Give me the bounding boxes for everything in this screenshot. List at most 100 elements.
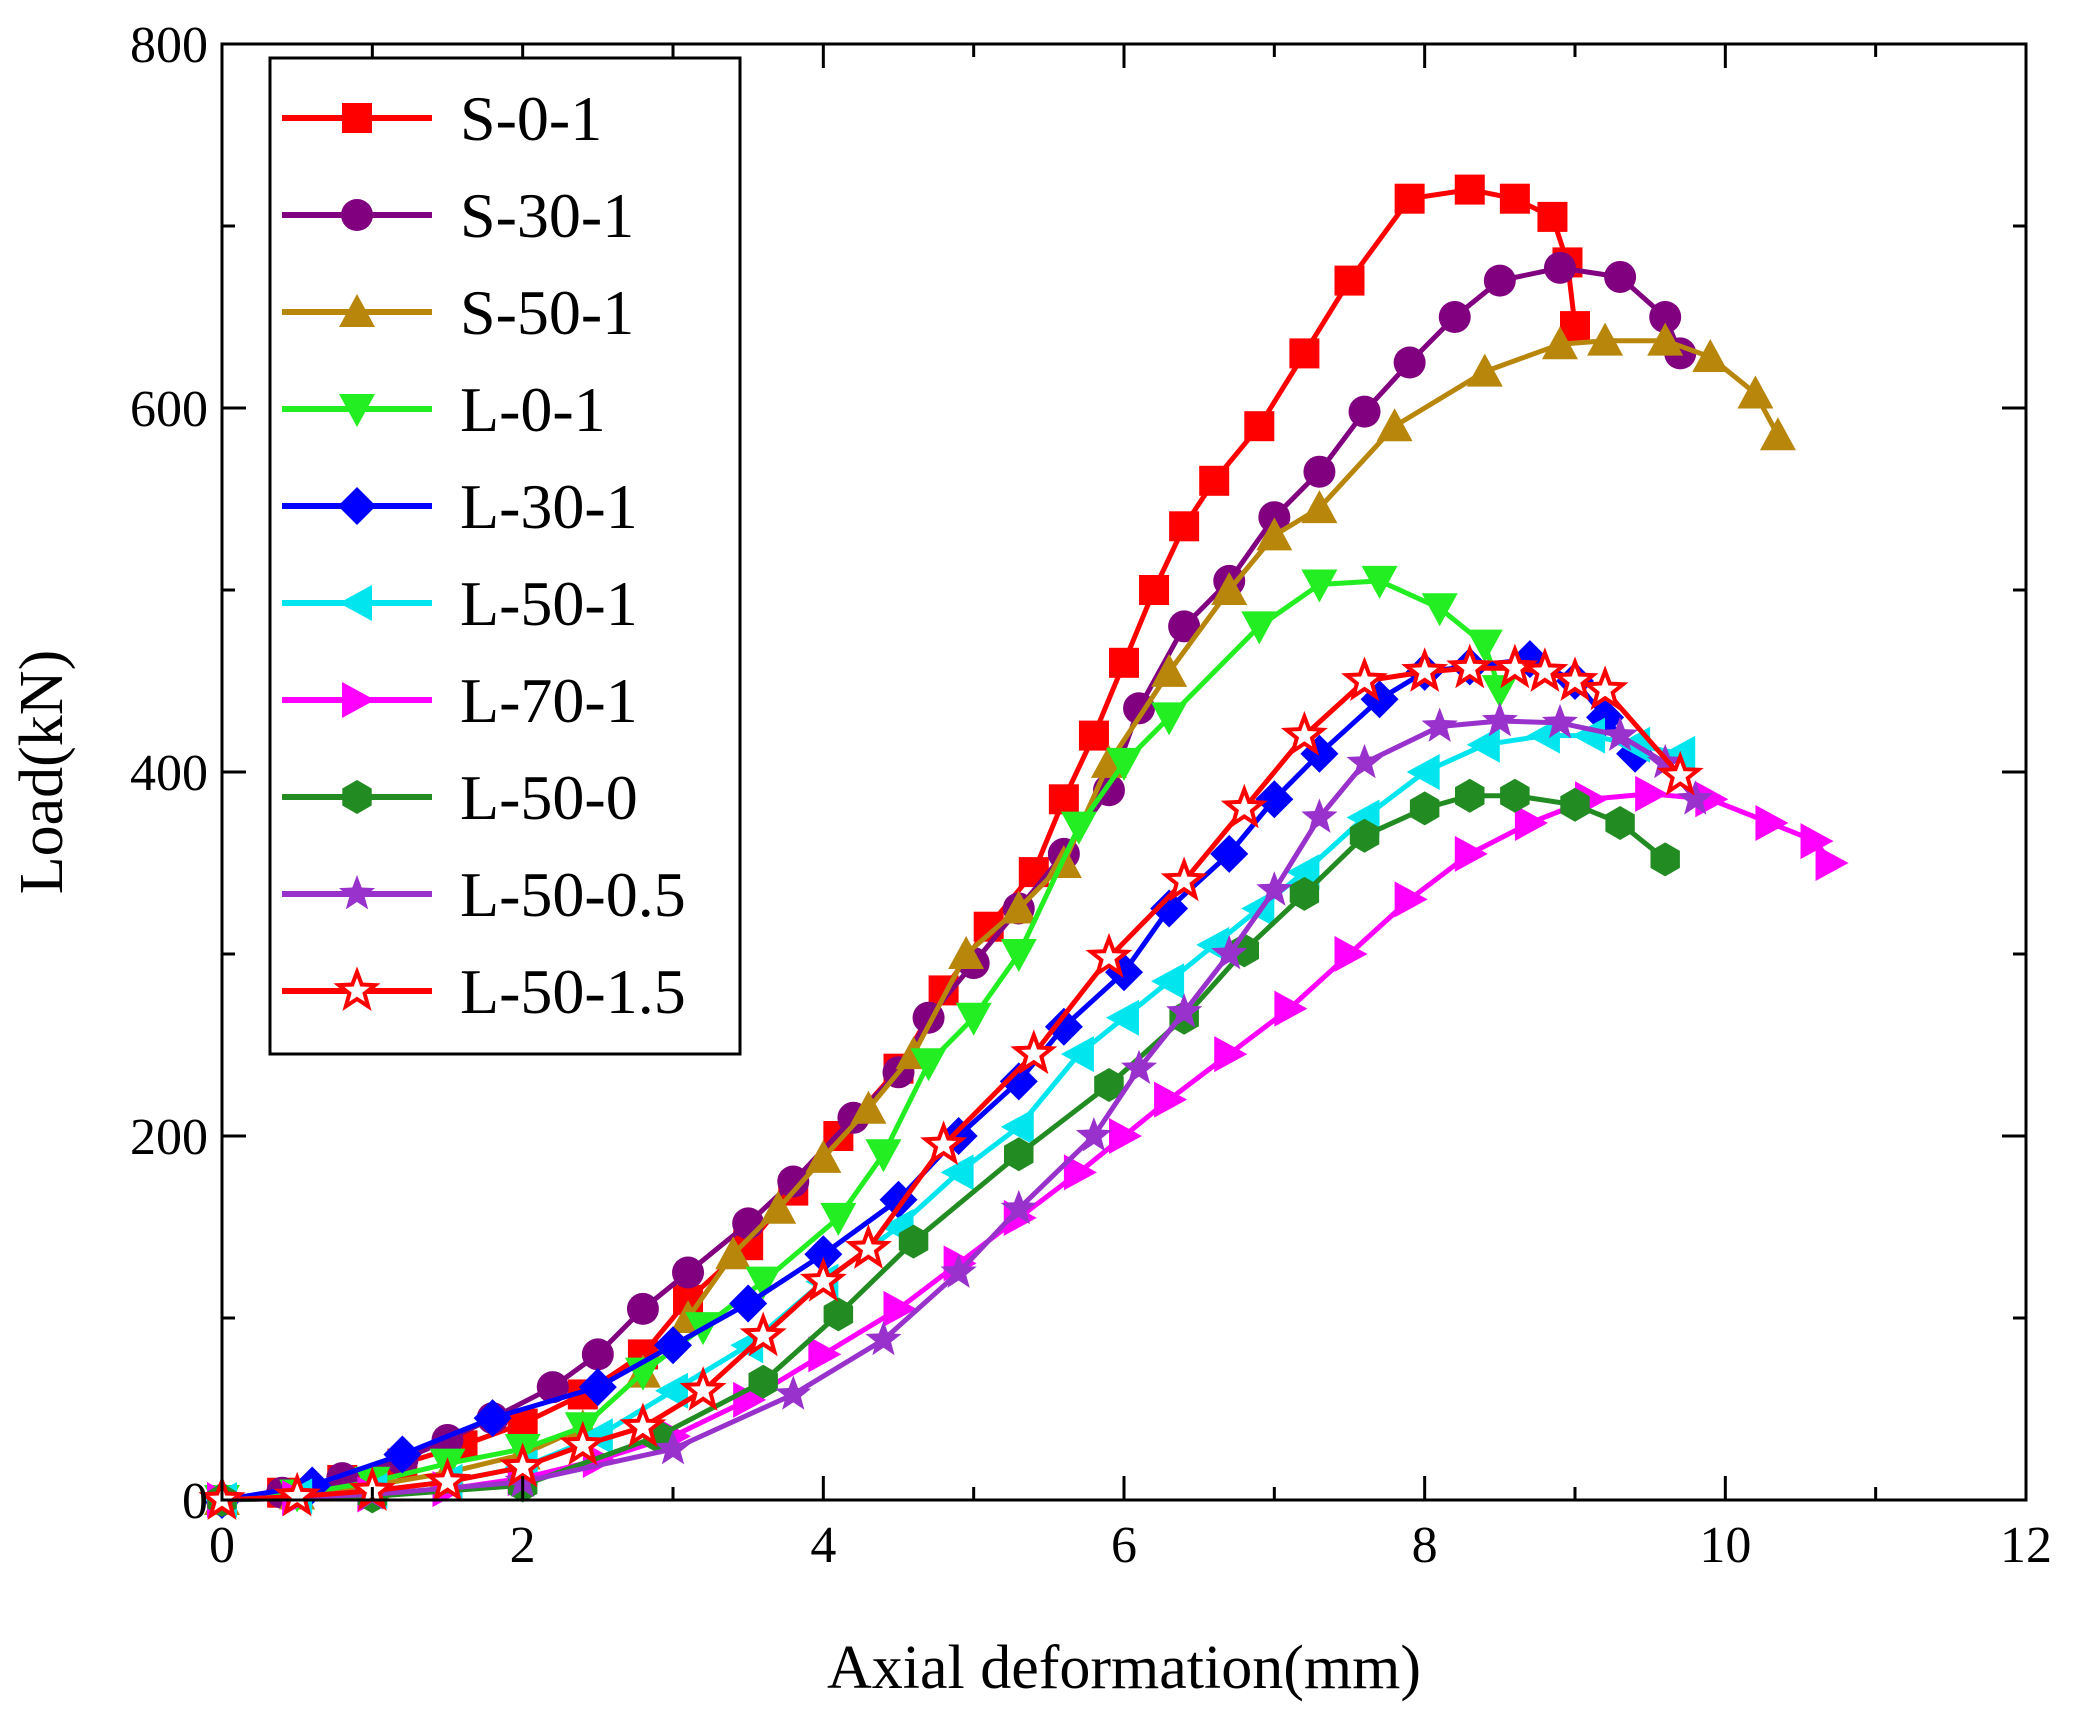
y-tick-label: 0 (182, 1473, 208, 1530)
legend-label: L-50-0 (460, 762, 638, 833)
data-point-S-0-1 (1109, 647, 1139, 678)
data-point-L-50-1.5 (679, 1366, 727, 1411)
data-point-L-50-0 (1409, 791, 1440, 826)
data-point-S-0-1 (1048, 784, 1079, 815)
data-point-L-50-0.5 (1211, 935, 1248, 970)
legend-label: S-50-1 (460, 277, 634, 348)
data-point-L-50-0.5 (1075, 1117, 1112, 1152)
x-tick-label: 8 (1412, 1517, 1438, 1574)
data-point-S-50-1 (1737, 375, 1774, 409)
data-point-S-30-1 (1604, 260, 1637, 293)
legend-swatch-marker (342, 103, 372, 133)
legend-label: L-0-1 (460, 374, 606, 445)
data-point-S-0-1 (1244, 411, 1275, 442)
data-point-L-50-1.5 (423, 1457, 472, 1502)
series-L-50-1.5 (198, 643, 1704, 1521)
data-point-S-50-1 (850, 1090, 887, 1124)
y-tick-label: 600 (130, 381, 208, 438)
legend-swatch-marker (341, 199, 373, 231)
data-point-L-30-1 (729, 1284, 768, 1323)
data-point-L-50-1.5 (273, 1471, 321, 1517)
data-point-L-50-0 (823, 1297, 854, 1332)
data-point-L-70-1 (1334, 936, 1368, 972)
data-point-S-0-1 (1499, 183, 1530, 214)
data-point-S-0-1 (1078, 720, 1109, 751)
data-point-S-30-1 (1303, 455, 1336, 488)
data-point-S-50-1 (1376, 408, 1413, 442)
data-point-S-30-1 (1258, 501, 1291, 534)
legend-label: L-70-1 (460, 665, 638, 736)
data-point-S-50-1 (1211, 572, 1248, 605)
data-point-L-70-1 (1815, 845, 1849, 881)
y-tick-label: 400 (130, 745, 208, 802)
legend-item: L-50-0.5 (282, 859, 686, 930)
legend-swatch-marker (342, 682, 375, 718)
data-point-S-0-1 (1139, 575, 1170, 605)
data-point-L-50-1 (1466, 726, 1500, 763)
data-point-L-50-0.5 (865, 1320, 902, 1356)
data-point-L-50-1.5 (844, 1224, 892, 1269)
legend-label: L-50-1 (460, 568, 638, 639)
data-point-S-50-1 (948, 936, 985, 969)
data-point-L-50-1.5 (739, 1311, 787, 1357)
data-point-L-70-1 (1109, 1118, 1142, 1154)
data-point-S-0-1 (1289, 338, 1320, 369)
data-point-L-50-1 (940, 1154, 974, 1191)
data-point-L-0-1 (1241, 611, 1278, 645)
data-point-S-30-1 (581, 1338, 614, 1371)
legend-item: L-70-1 (282, 665, 638, 736)
legend-label: L-50-1.5 (460, 956, 686, 1027)
data-point-L-50-0 (1349, 818, 1380, 853)
data-point-L-50-1 (1060, 1036, 1094, 1073)
legend-item: L-30-1 (282, 471, 638, 542)
data-point-S-50-1 (1466, 353, 1503, 387)
legend-item: S-50-1 (282, 277, 634, 348)
data-point-L-50-1.5 (1085, 932, 1133, 978)
legend-item: L-50-1 (282, 568, 638, 639)
x-axis-title: Axial deformation(mm) (827, 1634, 1421, 1702)
legend-label: S-0-1 (460, 83, 602, 154)
x-tick-label: 6 (1111, 1517, 1137, 1574)
data-point-L-50-1 (1572, 717, 1606, 754)
legend-label: L-30-1 (460, 471, 638, 542)
data-point-L-0-1 (1151, 702, 1188, 736)
data-point-L-50-1.5 (1446, 643, 1494, 689)
data-point-S-50-1 (1000, 890, 1037, 924)
data-point-S-30-1 (1168, 610, 1201, 643)
data-point-L-50-0 (898, 1224, 929, 1259)
data-point-L-50-0.5 (1000, 1189, 1037, 1225)
data-point-L-0-1 (910, 1048, 947, 1082)
data-point-L-70-1 (1800, 823, 1834, 860)
data-point-L-50-0.5 (1481, 702, 1518, 737)
data-point-L-70-1 (1063, 1154, 1097, 1191)
legend-item: L-50-1.5 (282, 956, 686, 1027)
data-point-L-50-1.5 (499, 1442, 547, 1488)
data-point-S-50-1 (1541, 326, 1578, 360)
data-point-L-70-1 (1274, 990, 1308, 1027)
data-point-L-0-1 (820, 1202, 857, 1236)
data-point-L-50-0 (1605, 806, 1635, 840)
data-point-L-50-1.5 (1656, 750, 1704, 796)
data-point-S-50-1 (715, 1236, 752, 1270)
data-point-S-50-1 (1692, 339, 1729, 373)
data-point-L-0-1 (1060, 811, 1097, 845)
data-point-L-0-1 (1466, 629, 1503, 663)
legend-item: S-30-1 (282, 180, 634, 251)
data-point-L-30-1 (383, 1435, 422, 1474)
data-point-S-0-1 (1537, 201, 1568, 232)
legend-label: S-30-1 (460, 180, 634, 251)
data-point-L-50-1.5 (1341, 656, 1389, 702)
data-point-S-30-1 (1543, 251, 1576, 284)
data-point-L-50-1 (579, 1418, 613, 1455)
data-point-L-30-1 (1044, 1007, 1083, 1046)
data-point-S-30-1 (672, 1256, 705, 1289)
data-point-S-50-1 (1647, 322, 1684, 356)
data-point-S-30-1 (1649, 301, 1682, 333)
legend-swatch-marker (339, 294, 375, 327)
data-point-L-30-1 (1150, 889, 1189, 928)
data-point-S-50-1 (1587, 322, 1624, 356)
data-point-L-50-0.5 (775, 1375, 812, 1410)
data-point-L-50-0.5 (1121, 1049, 1158, 1084)
data-point-L-50-0 (1004, 1137, 1034, 1172)
